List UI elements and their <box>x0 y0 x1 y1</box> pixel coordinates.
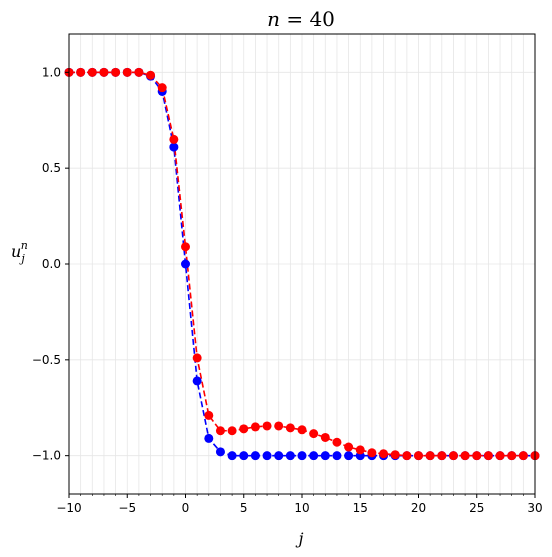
data-point-series-2 <box>309 429 319 439</box>
data-point-series-2 <box>320 432 330 442</box>
data-point-series-2 <box>414 451 423 461</box>
data-point-series-2 <box>332 437 342 447</box>
data-point-series-2 <box>425 451 435 461</box>
data-point-series-2 <box>483 451 493 461</box>
data-point-series-2 <box>437 451 447 461</box>
data-point-series-2 <box>262 421 272 431</box>
y-tick-label: 1.0 <box>42 65 61 79</box>
y-tick-label: −0.5 <box>32 353 61 367</box>
data-point-series-1 <box>332 451 342 461</box>
data-point-series-1 <box>215 447 225 457</box>
data-point-series-1 <box>169 142 179 152</box>
y-tick-label: −1.0 <box>32 449 61 463</box>
x-tick-label: 15 <box>353 501 368 515</box>
data-point-series-2 <box>448 451 458 461</box>
data-point-series-2 <box>99 67 109 77</box>
data-point-series-1 <box>285 451 295 461</box>
data-point-series-1 <box>309 451 319 461</box>
data-point-series-1 <box>262 451 272 461</box>
data-point-series-2 <box>146 70 156 80</box>
x-tick-label: 20 <box>411 501 426 515</box>
data-point-series-1 <box>192 376 202 386</box>
data-point-series-2 <box>250 422 260 432</box>
data-point-series-2 <box>390 450 400 460</box>
x-tick-label: 5 <box>240 501 248 515</box>
data-point-series-2 <box>507 451 517 461</box>
data-point-series-2 <box>274 421 284 431</box>
data-point-series-1 <box>181 259 190 269</box>
data-point-series-2 <box>355 445 365 455</box>
ticks: −10 −5 0 5 10 15 20 25 30 1.0 0.5 0.0 −0.5 −1.0 <box>32 65 543 515</box>
data-point-series-2 <box>518 451 528 461</box>
data-point-series-2 <box>285 423 295 433</box>
data-point-series-2 <box>134 67 144 77</box>
data-point-series-1 <box>320 451 330 461</box>
data-point-series-2 <box>87 67 97 77</box>
data-point-series-2 <box>157 83 167 93</box>
data-point-series-2 <box>215 426 225 436</box>
grid <box>68 34 536 494</box>
data-point-series-1 <box>227 451 237 461</box>
data-point-series-2 <box>76 67 86 77</box>
data-point-series-1 <box>274 451 284 461</box>
y-axis-label: ujn <box>11 239 28 265</box>
x-tick-label: 10 <box>294 501 309 515</box>
data-point-series-2 <box>204 410 214 420</box>
data-point-series-2 <box>472 451 482 461</box>
y-tick-label: 0.5 <box>42 161 61 175</box>
chart-title: n = 40 <box>267 7 335 31</box>
data-point-series-2 <box>122 67 132 77</box>
data-point-series-2 <box>169 134 179 144</box>
data-point-series-2 <box>227 426 237 436</box>
x-tick-label: 30 <box>527 501 542 515</box>
data-point-series-2 <box>495 451 505 461</box>
data-point-series-2 <box>181 242 190 252</box>
data-point-series-1 <box>204 433 214 443</box>
data-point-series-1 <box>250 451 260 461</box>
x-axis-label: j <box>296 529 304 548</box>
x-tick-label: 0 <box>182 501 190 515</box>
data-point-series-2 <box>297 425 307 435</box>
data-point-series-1 <box>297 451 307 461</box>
x-tick-label: 25 <box>469 501 484 515</box>
data-point-series-2 <box>192 353 202 363</box>
data-point-series-2 <box>460 451 470 461</box>
x-tick-label: −5 <box>118 501 136 515</box>
data-point-series-1 <box>344 451 354 461</box>
data-point-series-2 <box>367 448 377 458</box>
x-tick-label: −10 <box>56 501 81 515</box>
data-point-series-2 <box>111 67 121 77</box>
data-point-series-2 <box>402 451 412 461</box>
data-point-series-2 <box>239 424 249 434</box>
y-tick-label: 0.0 <box>42 257 61 271</box>
series-points <box>64 67 540 461</box>
data-point-series-2 <box>344 442 354 452</box>
data-point-series-1 <box>239 451 249 461</box>
data-point-series-2 <box>379 449 389 459</box>
